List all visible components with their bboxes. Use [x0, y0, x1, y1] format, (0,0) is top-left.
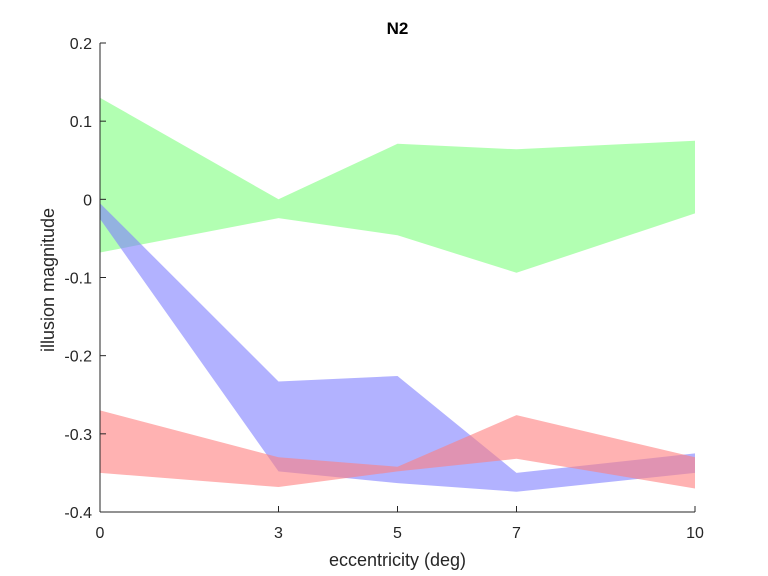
y-tick-label: -0.3	[64, 427, 92, 444]
y-tick-label: 0.1	[70, 114, 92, 131]
x-tick-label: 3	[274, 525, 283, 542]
band-series-3	[100, 410, 695, 489]
chart-title: N2	[387, 19, 409, 38]
band-series-1	[100, 97, 695, 273]
y-tick-label: -0.1	[64, 271, 92, 288]
y-tick-label: -0.4	[64, 505, 92, 522]
bands	[100, 97, 695, 492]
y-tick-label: -0.2	[64, 349, 92, 366]
x-axis-label: eccentricity (deg)	[329, 550, 466, 570]
y-axis-label: illusion magnitude	[38, 208, 58, 352]
x-tick-label: 0	[96, 525, 105, 542]
x-tick-label: 7	[512, 525, 521, 542]
band-series-2	[100, 203, 695, 492]
x-tick-label: 5	[393, 525, 402, 542]
y-tick-label: 0.2	[70, 36, 92, 53]
y-tick-label: 0	[83, 192, 92, 209]
y-ticks: -0.4 -0.3 -0.2 -0.1 0 0.1 0.2	[64, 36, 106, 522]
x-tick-label: 10	[686, 525, 704, 542]
x-ticks: 0 3 5 7 10	[96, 506, 704, 542]
